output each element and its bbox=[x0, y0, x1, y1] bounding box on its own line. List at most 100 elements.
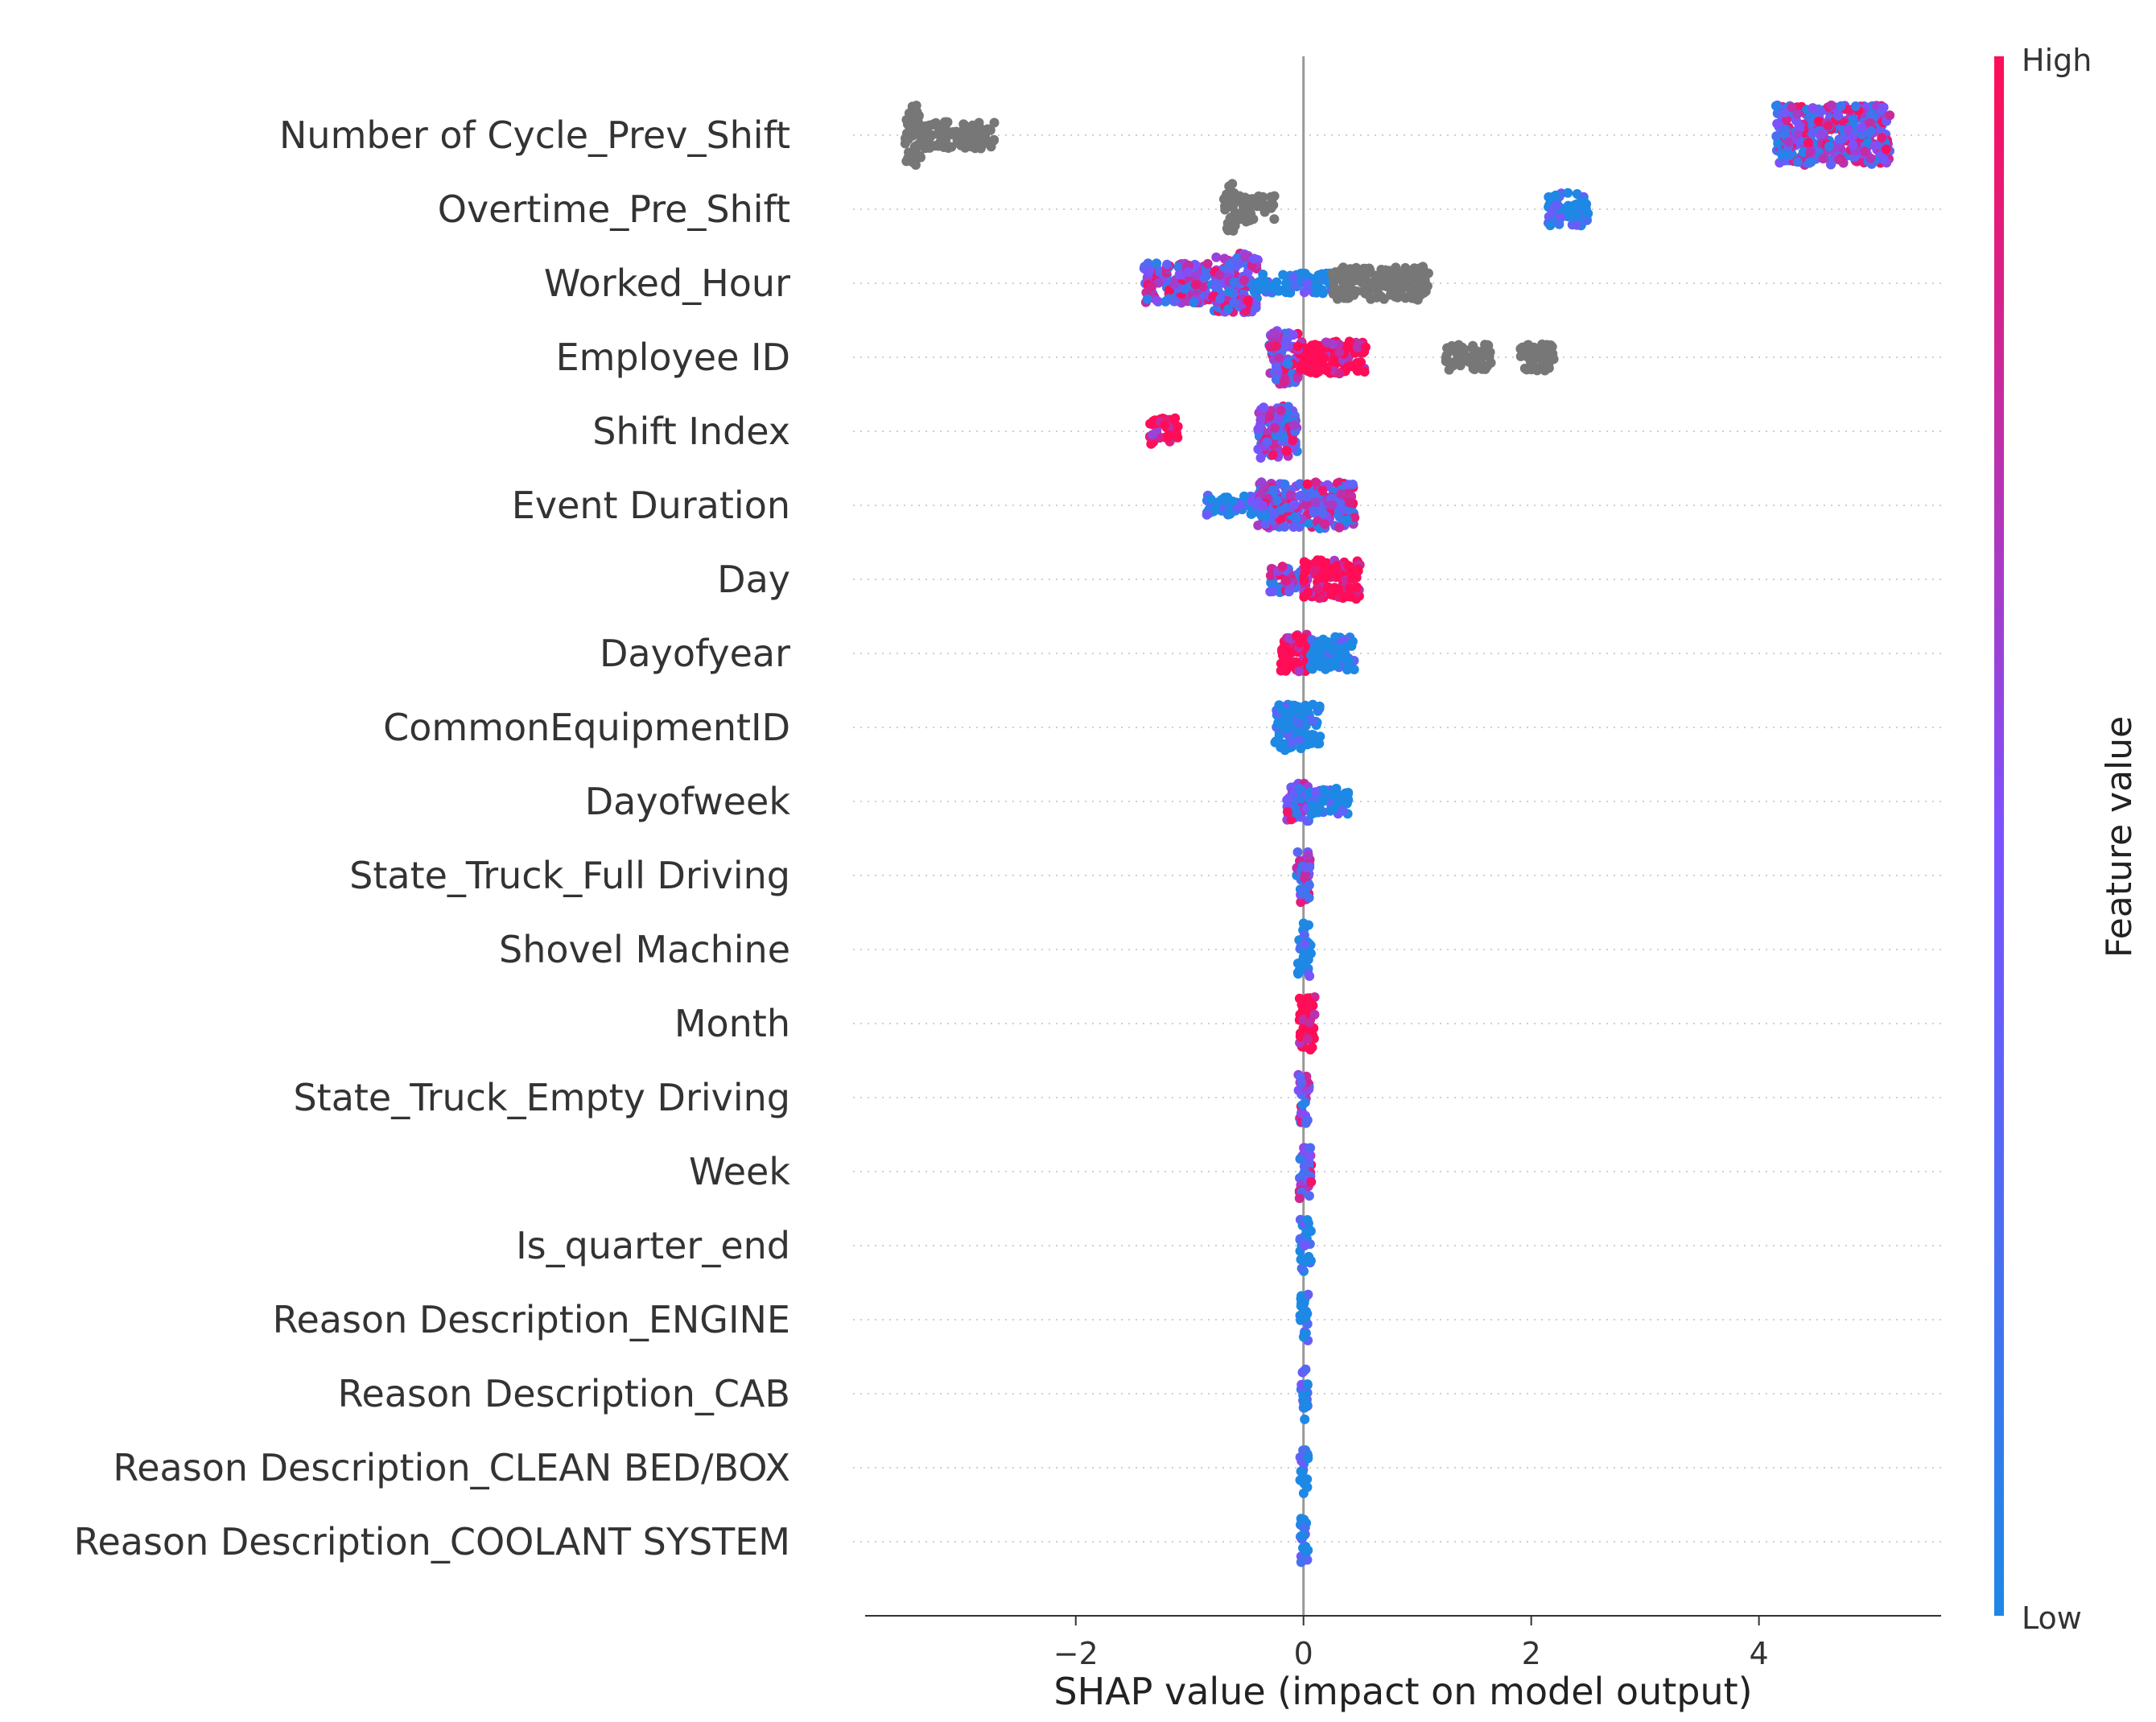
shap-point bbox=[1816, 129, 1827, 139]
feature-label: Month bbox=[674, 1002, 790, 1045]
shap-point bbox=[1282, 795, 1292, 805]
shap-point bbox=[1780, 125, 1791, 134]
shap-point bbox=[1288, 420, 1299, 430]
shap-point bbox=[1153, 278, 1164, 288]
shap-point bbox=[1387, 272, 1396, 282]
shap-point bbox=[1342, 798, 1352, 809]
shap-point bbox=[919, 134, 930, 145]
feature-label: Number of Cycle_Prev_Shift bbox=[279, 113, 790, 157]
shap-point bbox=[1304, 518, 1314, 529]
shap-point bbox=[1303, 587, 1313, 598]
shap-point bbox=[1269, 214, 1280, 225]
shap-point bbox=[1292, 808, 1302, 818]
shap-point bbox=[1360, 282, 1371, 292]
shap-point bbox=[1317, 485, 1328, 496]
shap-point bbox=[1380, 265, 1391, 275]
shap-point bbox=[1268, 587, 1278, 596]
shap-point bbox=[1843, 124, 1853, 134]
shap-point bbox=[1778, 150, 1788, 160]
shap-point bbox=[1202, 258, 1213, 269]
shap-point bbox=[1824, 141, 1834, 151]
shap-point bbox=[1319, 353, 1329, 364]
shap-point bbox=[1174, 262, 1184, 273]
shap-point bbox=[1210, 505, 1220, 515]
shap-point bbox=[1301, 566, 1311, 577]
shap-point bbox=[1572, 220, 1582, 230]
shap-point bbox=[1271, 374, 1281, 385]
shap-point bbox=[1328, 356, 1338, 367]
shap-point bbox=[1787, 102, 1797, 113]
shap-point bbox=[1309, 566, 1320, 576]
shap-point bbox=[1310, 477, 1321, 488]
shap-point bbox=[1280, 502, 1291, 513]
shap-point bbox=[1304, 352, 1314, 361]
beeswarm-points bbox=[900, 100, 1895, 1568]
shap-point bbox=[1259, 402, 1269, 413]
shap-point bbox=[1227, 496, 1238, 507]
shap-point bbox=[1276, 514, 1286, 525]
shap-point bbox=[1356, 357, 1366, 368]
shap-point bbox=[1294, 666, 1305, 677]
shap-point bbox=[1826, 159, 1837, 170]
shap-point bbox=[1319, 519, 1329, 529]
shap-point bbox=[1848, 140, 1858, 150]
shap-point bbox=[1334, 585, 1344, 595]
shap-point bbox=[1300, 1329, 1309, 1339]
shap-point bbox=[1771, 101, 1781, 111]
shap-point bbox=[1280, 575, 1291, 586]
shap-point bbox=[1297, 888, 1308, 898]
shap-point bbox=[1349, 665, 1359, 674]
shap-point bbox=[1285, 490, 1296, 501]
shap-point bbox=[1253, 520, 1264, 530]
shap-point bbox=[1545, 220, 1556, 231]
shap-point bbox=[1301, 1118, 1311, 1128]
shap-point bbox=[1325, 661, 1335, 672]
shap-point bbox=[1523, 352, 1533, 362]
shap-point bbox=[1288, 435, 1298, 446]
shap-point bbox=[1256, 477, 1267, 488]
shap-point bbox=[1252, 201, 1262, 212]
shap-point bbox=[1239, 275, 1249, 286]
feature-label: Dayofyear bbox=[600, 632, 790, 675]
shap-point bbox=[1251, 303, 1261, 313]
shap-point bbox=[1268, 450, 1278, 460]
shap-point bbox=[1343, 561, 1354, 571]
shap-point bbox=[1339, 651, 1349, 661]
shap-point bbox=[1300, 1414, 1310, 1424]
shap-point bbox=[1792, 109, 1803, 119]
shap-point bbox=[1302, 479, 1313, 489]
shap-point bbox=[1273, 413, 1284, 423]
shap-point bbox=[1323, 582, 1333, 592]
shap-point bbox=[1298, 1390, 1309, 1400]
shap-point bbox=[1816, 106, 1826, 117]
shap-point bbox=[956, 130, 967, 141]
shap-point bbox=[1383, 282, 1393, 292]
shap-point bbox=[901, 114, 912, 125]
shap-point bbox=[1274, 352, 1284, 363]
shap-point bbox=[1360, 342, 1371, 352]
shap-point bbox=[1375, 291, 1386, 302]
shap-point bbox=[1334, 369, 1345, 379]
shap-point bbox=[1881, 144, 1891, 154]
shap-point bbox=[1832, 109, 1843, 120]
shap-point bbox=[1223, 304, 1233, 315]
shap-point bbox=[1288, 281, 1299, 291]
shap-point bbox=[1318, 785, 1329, 795]
x-axis: −2 0 2 4 bbox=[865, 1615, 1941, 1671]
shap-point bbox=[1523, 344, 1533, 354]
shap-point bbox=[1345, 497, 1355, 508]
shap-point bbox=[1314, 701, 1325, 711]
shap-point bbox=[1345, 583, 1354, 593]
shap-point bbox=[1258, 192, 1268, 202]
shap-point bbox=[1234, 259, 1243, 270]
shap-point bbox=[1259, 512, 1270, 522]
shap-point bbox=[1847, 132, 1857, 142]
shap-point bbox=[1189, 298, 1199, 307]
shap-point bbox=[1268, 328, 1278, 339]
shap-point bbox=[1307, 340, 1317, 351]
shap-point bbox=[1255, 453, 1266, 463]
shap-point bbox=[1298, 1488, 1309, 1498]
shap-point bbox=[1473, 361, 1483, 371]
feature-label: CommonEquipmentID bbox=[383, 706, 790, 749]
